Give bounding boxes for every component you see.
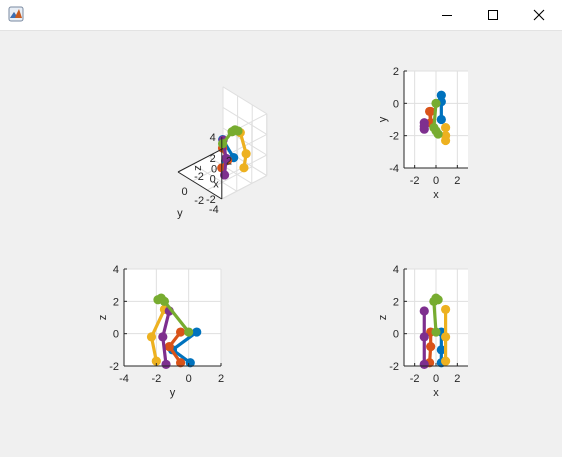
iso-green-limb-joint [218, 139, 228, 149]
yz-yellow-limb-joint [146, 332, 157, 342]
close-button[interactable] [516, 0, 562, 30]
xz-x-tick-label: 0 [433, 373, 439, 385]
xz-blue-limb-joint [436, 345, 446, 355]
xy-purple-limb-joint [419, 121, 429, 131]
iso-floor-grid [192, 163, 238, 192]
xy-x-tick-label: -2 [410, 175, 420, 187]
iso-x-tick-label: 0 [211, 163, 217, 175]
xz-x-tick-label: -2 [410, 373, 420, 385]
xy-x-tick-label: 2 [454, 175, 460, 187]
xy-ylabel: y [377, 116, 389, 122]
xy-green-limb-joint [429, 122, 439, 133]
iso-wall-grid [222, 106, 268, 135]
iso-y-tick-label: 0 [182, 186, 188, 198]
yz-yellow-limb-joint [151, 356, 161, 366]
iso-wall-grid [222, 86, 268, 115]
xy-axes: -2 0 2 2 0 -2 -4 x y [377, 66, 468, 201]
xz-y-tick-label: -2 [389, 361, 399, 373]
iso-z-tick-label: 2 [210, 153, 216, 165]
yz-ylabel: z [97, 315, 109, 321]
xy-y-tick-label: 0 [393, 98, 399, 110]
iso-zlabel: z [192, 165, 204, 171]
minimize-button[interactable] [424, 0, 470, 30]
yz-y-tick-label: 2 [113, 296, 119, 308]
iso-floor-grid [207, 155, 253, 184]
yz-x-tick-label: -2 [151, 373, 161, 385]
window-titlebar [0, 0, 562, 31]
xy-x-tick-label: 0 [433, 175, 439, 187]
yz-green-limb-joint [184, 327, 194, 337]
iso-yellow-limb-joint [241, 149, 251, 159]
xy-xlabel: x [433, 189, 439, 201]
maximize-icon [488, 10, 498, 20]
iso-z-tick-label: -2 [206, 194, 216, 206]
xz-purple-limb-joint [419, 306, 429, 316]
xz-purple-limb-joint [419, 359, 429, 369]
iso-yellow-limb-joint [239, 163, 249, 173]
xz-y-tick-label: 2 [393, 296, 399, 308]
figure-area: -2 0 2 2 0 -2 -4 x y -4 -2 0 2 4 2 0 -2 y z -2 0 2 4 2 0 -2 x z -2 0 2… [0, 31, 562, 452]
iso-x-tick-label: 2 [226, 156, 232, 168]
xy-green-limb-joint [431, 98, 441, 108]
xy-y-tick-label: -4 [389, 163, 399, 175]
close-icon [533, 9, 545, 21]
yz-x-tick-label: 2 [218, 373, 224, 385]
yz-y-tick-label: -2 [109, 361, 119, 373]
iso-green-limb-joint [227, 127, 237, 137]
xz-axes: -2 0 2 4 2 0 -2 x z [377, 264, 468, 399]
xz-y-tick-label: 4 [393, 264, 399, 276]
iso-y-axis [177, 171, 223, 200]
yz-purple-limb-joint [158, 332, 168, 342]
xz-purple-limb-joint [419, 332, 429, 342]
xy-y-tick-label: -2 [389, 131, 399, 143]
yz-green-limb-joint [159, 296, 170, 306]
iso-z-tick-label: 0 [210, 173, 216, 185]
iso-ylabel: y [177, 208, 183, 220]
xy-green-limb-joint [433, 129, 443, 139]
xz-yellow-limb-joint [441, 304, 451, 315]
yz-orange-limb-joint [175, 327, 186, 337]
yz-x-tick-label: -4 [119, 373, 129, 385]
iso-y-tick-label: -4 [209, 204, 219, 216]
xy-yellow-limb-joint [441, 131, 451, 141]
xy-y-tick-label: 2 [393, 66, 399, 78]
minimize-icon [442, 15, 452, 16]
yz-xlabel: y [170, 387, 176, 399]
iso-x-axis [177, 148, 224, 173]
matlab-logo-icon [8, 6, 24, 22]
maximize-button[interactable] [470, 0, 516, 30]
yz-orange-limb-joint [175, 358, 186, 368]
iso-xlabel: x [213, 178, 219, 190]
xz-yellow-limb-joint [441, 332, 451, 342]
xz-ylabel: z [377, 315, 389, 321]
xz-y-tick-label: 0 [393, 329, 399, 341]
xy-orange-limb-joint [425, 106, 435, 117]
xy-blue-limb-joint [436, 90, 446, 100]
iso-purple-limb-joint [221, 153, 231, 163]
iso-z-tick-label: 4 [210, 132, 216, 144]
yz-orange-limb-joint [164, 342, 174, 352]
xz-orange-limb-joint [426, 342, 436, 352]
xy-yellow-limb-joint [441, 122, 451, 133]
iso-wall-grid [221, 175, 268, 200]
yz-y-tick-label: 4 [113, 264, 119, 276]
yz-purple-limb-joint [161, 359, 171, 369]
yz-y-tick-label: 0 [113, 329, 119, 341]
iso-y-tick-label: -2 [194, 195, 204, 207]
xz-xlabel: x [433, 387, 439, 399]
yz-blue-limb-joint [185, 358, 195, 368]
xz-green-limb-joint [429, 296, 439, 306]
xy-blue-limb-joint [436, 114, 446, 125]
xz-x-tick-label: 2 [454, 373, 460, 385]
yz-blue-limb-joint [192, 327, 202, 337]
xz-green-limb-joint [431, 327, 441, 337]
iso-x-tick-label: -2 [194, 171, 204, 183]
xz-yellow-limb-joint [441, 356, 451, 366]
yz-x-tick-label: 0 [186, 373, 192, 385]
